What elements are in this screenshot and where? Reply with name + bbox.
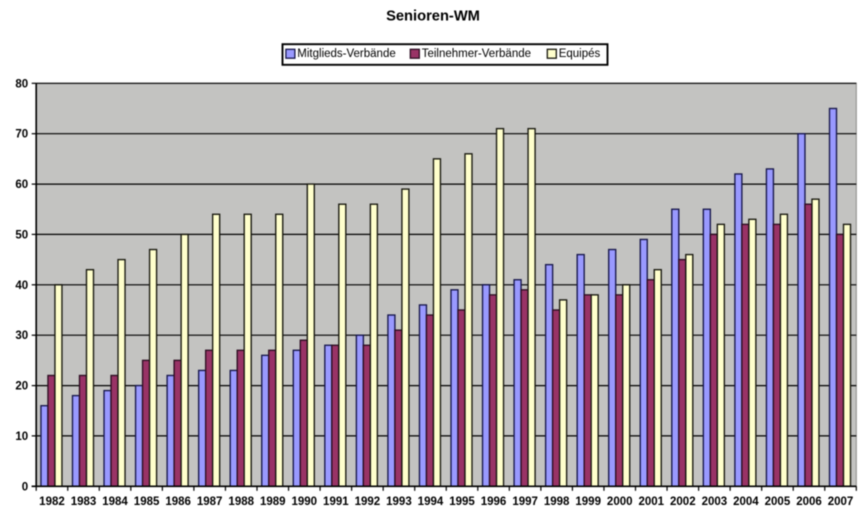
svg-text:Senioren-WM: Senioren-WM bbox=[386, 9, 480, 25]
svg-text:1999: 1999 bbox=[575, 496, 601, 508]
svg-text:20: 20 bbox=[15, 381, 28, 393]
svg-text:1986: 1986 bbox=[165, 496, 191, 508]
svg-text:2006: 2006 bbox=[796, 496, 822, 508]
svg-text:1995: 1995 bbox=[449, 496, 475, 508]
svg-text:1985: 1985 bbox=[134, 496, 160, 508]
svg-text:1997: 1997 bbox=[512, 496, 538, 508]
svg-text:1998: 1998 bbox=[544, 496, 570, 508]
svg-text:70: 70 bbox=[15, 129, 28, 141]
svg-text:40: 40 bbox=[15, 280, 28, 292]
svg-text:1982: 1982 bbox=[39, 496, 65, 508]
svg-text:1991: 1991 bbox=[323, 496, 349, 508]
svg-text:0: 0 bbox=[22, 481, 28, 493]
svg-text:1993: 1993 bbox=[386, 496, 412, 508]
svg-text:50: 50 bbox=[15, 229, 28, 241]
svg-text:2002: 2002 bbox=[670, 496, 696, 508]
svg-text:Teilnehmer-Verbände: Teilnehmer-Verbände bbox=[422, 48, 531, 60]
svg-text:2000: 2000 bbox=[607, 496, 633, 508]
svg-text:1992: 1992 bbox=[355, 496, 381, 508]
svg-text:10: 10 bbox=[15, 431, 28, 443]
svg-text:1990: 1990 bbox=[292, 496, 318, 508]
svg-text:2007: 2007 bbox=[828, 496, 854, 508]
svg-text:1989: 1989 bbox=[260, 496, 286, 508]
svg-text:Equipés: Equipés bbox=[559, 48, 601, 60]
svg-text:80: 80 bbox=[15, 78, 28, 90]
svg-text:2001: 2001 bbox=[638, 496, 664, 508]
svg-text:30: 30 bbox=[15, 330, 28, 342]
svg-text:60: 60 bbox=[15, 179, 28, 191]
svg-text:1994: 1994 bbox=[418, 496, 444, 508]
svg-text:1987: 1987 bbox=[197, 496, 223, 508]
svg-text:Mitglieds-Verbände: Mitglieds-Verbände bbox=[297, 48, 395, 60]
svg-text:2004: 2004 bbox=[733, 496, 759, 508]
svg-text:1984: 1984 bbox=[102, 496, 128, 508]
svg-text:2003: 2003 bbox=[702, 496, 728, 508]
svg-text:1983: 1983 bbox=[71, 496, 97, 508]
svg-text:1988: 1988 bbox=[228, 496, 254, 508]
svg-text:1996: 1996 bbox=[481, 496, 507, 508]
svg-text:2005: 2005 bbox=[765, 496, 791, 508]
